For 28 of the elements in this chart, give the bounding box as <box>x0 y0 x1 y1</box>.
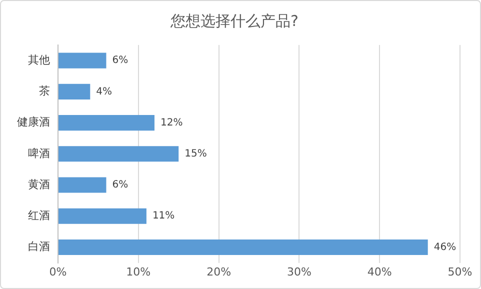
x-tick-label: 20% <box>206 265 232 278</box>
y-tick-label: 其他 <box>28 53 50 66</box>
data-label: 6% <box>112 55 128 66</box>
bar <box>58 208 146 224</box>
x-tick-label: 50% <box>448 265 472 278</box>
data-label: 46% <box>434 242 456 253</box>
x-tick-label: 40% <box>367 265 392 278</box>
y-tick-label: 白酒 <box>28 240 50 254</box>
data-label: 11% <box>152 210 175 222</box>
data-label: 15% <box>184 148 207 160</box>
y-tick-label: 啤酒 <box>28 146 50 160</box>
bar <box>58 146 179 162</box>
y-tick-label: 健康酒 <box>17 116 50 129</box>
data-label: 12% <box>160 117 183 128</box>
x-tick-label: 0% <box>49 265 67 278</box>
y-tick-label: 红酒 <box>28 208 50 222</box>
bar <box>58 177 106 193</box>
data-label: 6% <box>112 180 128 191</box>
y-tick-label: 茶 <box>39 84 50 98</box>
bar <box>58 115 154 131</box>
bar <box>58 84 90 100</box>
bar <box>58 239 428 256</box>
y-tick-label: 黄酒 <box>28 178 50 191</box>
x-tick-label: 30% <box>286 265 312 278</box>
chart-title: 您想选择什么产品? <box>170 12 298 30</box>
x-tick-label: 10% <box>126 265 151 278</box>
data-label: 4% <box>96 86 112 98</box>
bar <box>58 52 106 68</box>
